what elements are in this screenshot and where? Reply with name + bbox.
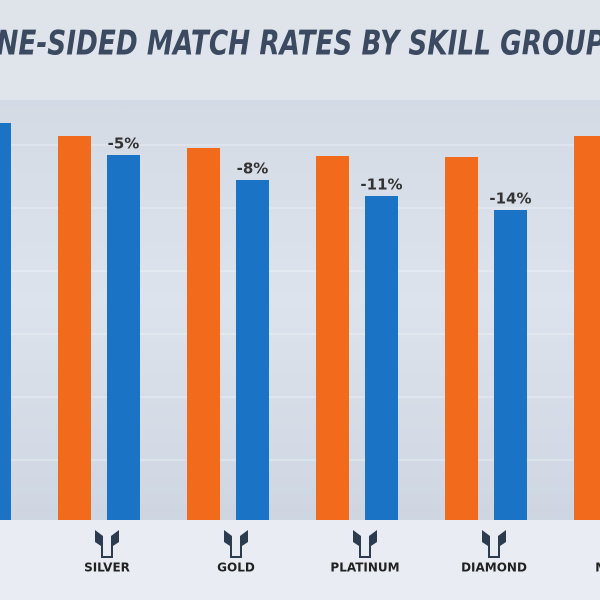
value-label: -8%: [237, 160, 269, 178]
bar: [574, 136, 600, 520]
x-tick-label: PLATINUM: [330, 561, 399, 575]
rank-icon: [482, 530, 506, 558]
bar: [316, 156, 349, 520]
rank-icon: [224, 530, 248, 558]
chart-title: ONE-SIDED MATCH RATES BY SKILL GROUPS: [0, 24, 600, 64]
title-band: [0, 0, 600, 100]
marks: -5% SILVER -8% GOLD -11% PLATINUM -14% DIAMOND M…: [0, 123, 600, 575]
x-tick-label: DIAMOND: [461, 561, 527, 575]
rank-icon: [95, 530, 119, 558]
bar: [187, 148, 220, 520]
bar: [365, 196, 398, 520]
rank-icon: [353, 530, 377, 558]
x-tick-label: SILVER: [84, 561, 130, 575]
bar: [494, 210, 527, 520]
bar: [445, 157, 478, 520]
value-label: -14%: [489, 190, 531, 208]
bar: [0, 123, 11, 520]
value-label: -11%: [360, 176, 402, 194]
bar: [107, 155, 140, 520]
bar: [58, 136, 91, 520]
bar: [236, 180, 269, 520]
value-label: -5%: [108, 135, 140, 153]
x-tick-label: GOLD: [217, 561, 255, 575]
label-band: [0, 520, 600, 600]
x-tick-label: MASTER: [595, 561, 600, 575]
